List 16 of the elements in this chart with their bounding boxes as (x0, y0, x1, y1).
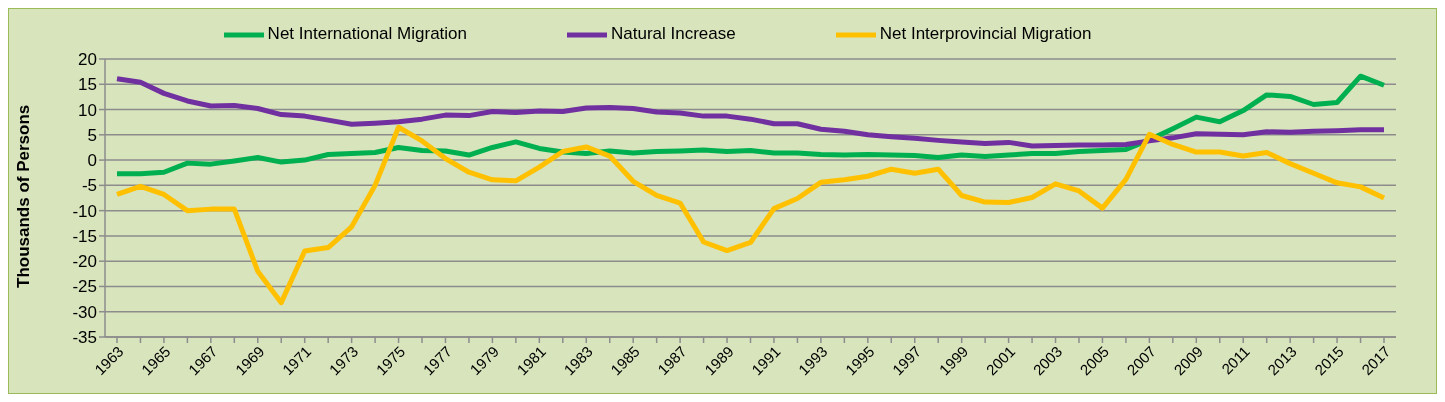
y-tick-label: -15 (72, 226, 97, 246)
y-tick-label: -20 (72, 252, 97, 272)
y-axis-title: Thousands of Persons (14, 104, 34, 288)
y-tick-label: -10 (72, 201, 97, 221)
y-tick-label: 15 (78, 75, 97, 95)
y-tick-label: -25 (72, 277, 97, 297)
legend-label: Net Interprovincial Migration (879, 24, 1092, 44)
y-tick-label: 0 (87, 151, 97, 171)
y-tick-label: 20 (78, 50, 97, 70)
y-tick-label: 5 (87, 125, 97, 145)
y-tick-label: -30 (72, 302, 97, 322)
legend-label: Net International Migration (267, 24, 467, 44)
y-tick-label: 10 (78, 100, 97, 120)
legend-label: Natural Increase (611, 24, 736, 44)
y-tick-label: -35 (72, 328, 97, 348)
y-tick-label: -5 (81, 176, 97, 196)
